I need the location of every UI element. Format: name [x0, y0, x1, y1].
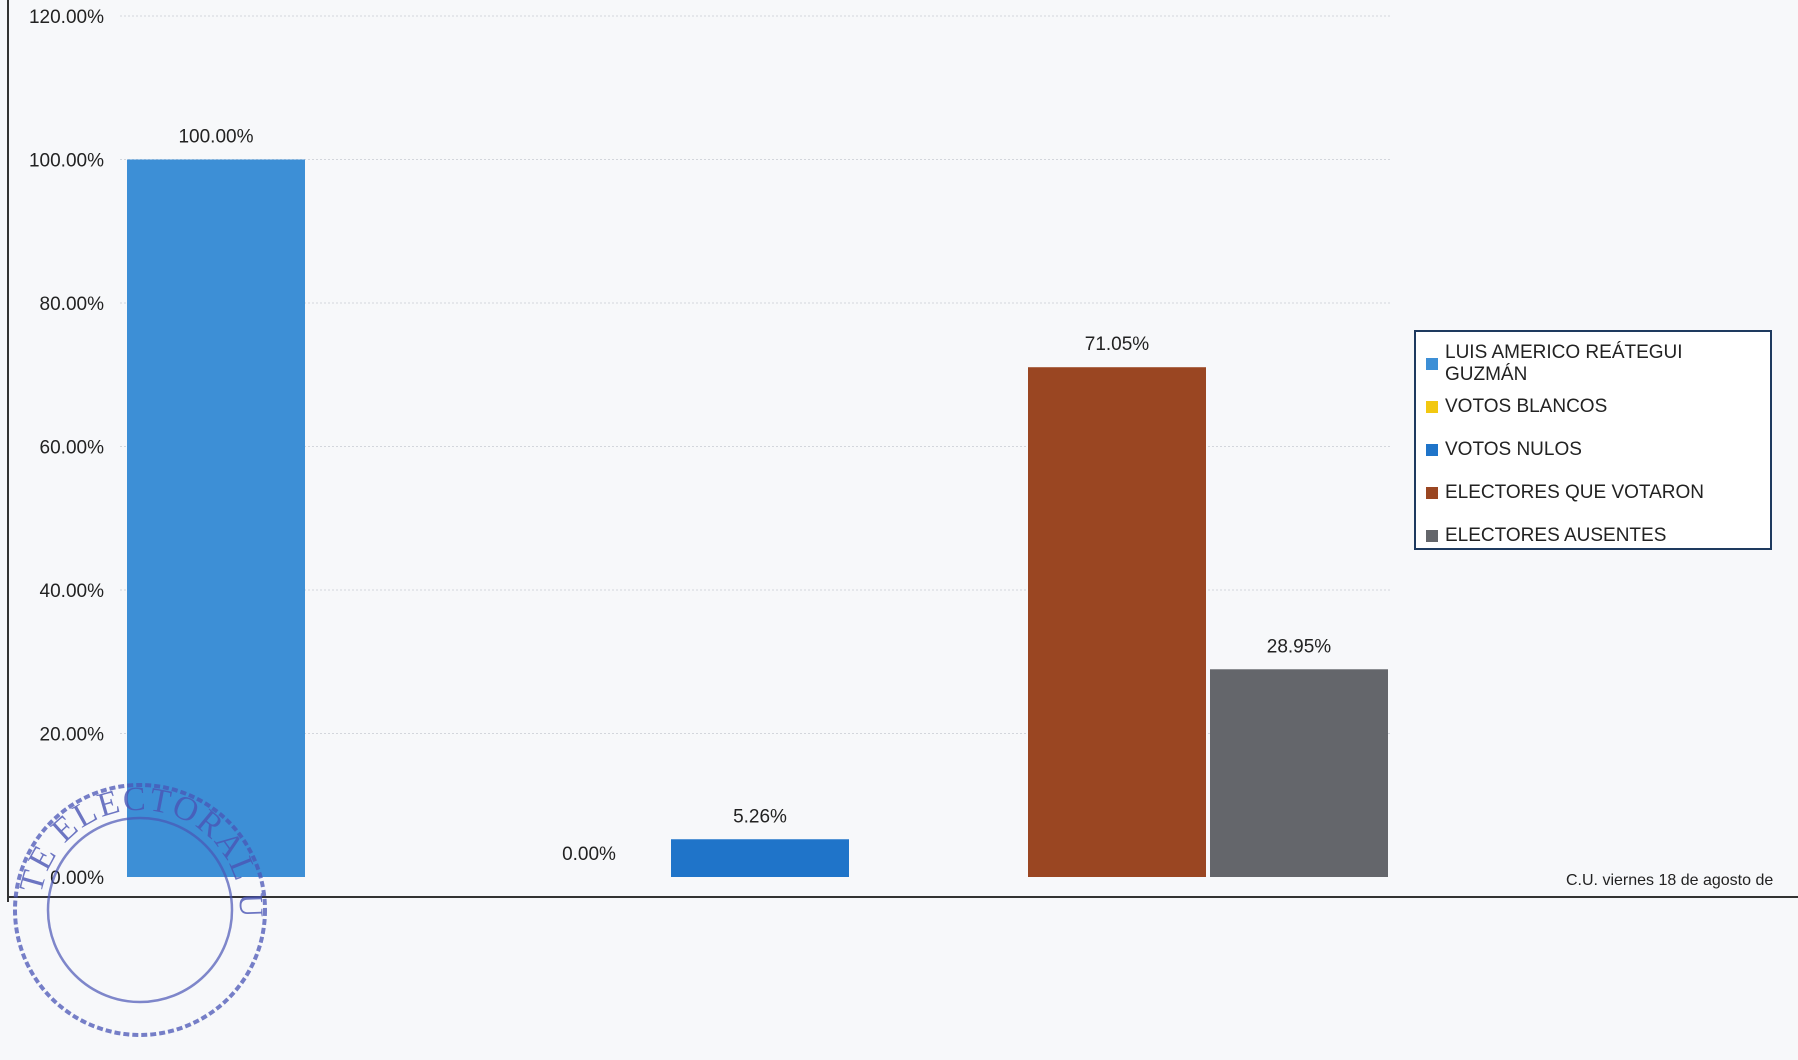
data-label: 28.95% [1267, 636, 1332, 657]
page-frame-left [7, 0, 9, 902]
chart-legend: LUIS AMERICO REÁTEGUI GUZMÁN VOTOS BLANC… [1414, 330, 1772, 550]
legend-label: ELECTORES AUSENTES [1445, 524, 1667, 546]
legend-swatch [1426, 529, 1438, 542]
y-tick-label: 0.00% [50, 868, 104, 889]
data-label: 100.00% [178, 127, 253, 148]
y-tick-label: 40.00% [40, 581, 105, 602]
y-tick-label: 80.00% [40, 294, 105, 315]
legend-item: VOTOS NULOS [1426, 428, 1760, 471]
bar-chart: 0.00% 20.00% 40.00% 60.00% 80.00% 100.00% 120.… [29, 7, 1390, 889]
bar [1210, 669, 1388, 877]
y-tick-label: 100.00% [29, 151, 104, 172]
legend-swatch [1426, 357, 1438, 370]
legend-swatch [1426, 486, 1438, 499]
legend-swatch [1426, 443, 1438, 456]
data-label: 5.26% [733, 806, 787, 827]
y-tick-label: 20.00% [40, 725, 105, 746]
legend-item: VOTOS BLANCOS [1426, 385, 1760, 428]
legend-label: VOTOS BLANCOS [1445, 395, 1608, 417]
legend-item: LUIS AMERICO REÁTEGUI GUZMÁN [1426, 342, 1760, 385]
footer-date-text: C.U. viernes 18 de agosto de [1566, 872, 1774, 889]
legend-label: LUIS AMERICO REÁTEGUI GUZMÁN [1445, 341, 1683, 385]
bar [671, 839, 849, 877]
bar [127, 159, 305, 877]
data-label: 0.00% [562, 844, 616, 865]
legend-swatch [1426, 400, 1438, 413]
legend-label: VOTOS NULOS [1445, 438, 1582, 460]
bar [1028, 367, 1206, 877]
y-tick-label: 60.00% [40, 438, 105, 459]
data-label: 71.05% [1085, 334, 1150, 355]
page-frame-bottom [7, 896, 1798, 898]
legend-item: ELECTORES AUSENTES [1426, 514, 1760, 557]
legend-item: ELECTORES QUE VOTARON [1426, 471, 1760, 514]
y-tick-label: 120.00% [29, 7, 104, 28]
legend-label: ELECTORES QUE VOTARON [1445, 481, 1705, 503]
